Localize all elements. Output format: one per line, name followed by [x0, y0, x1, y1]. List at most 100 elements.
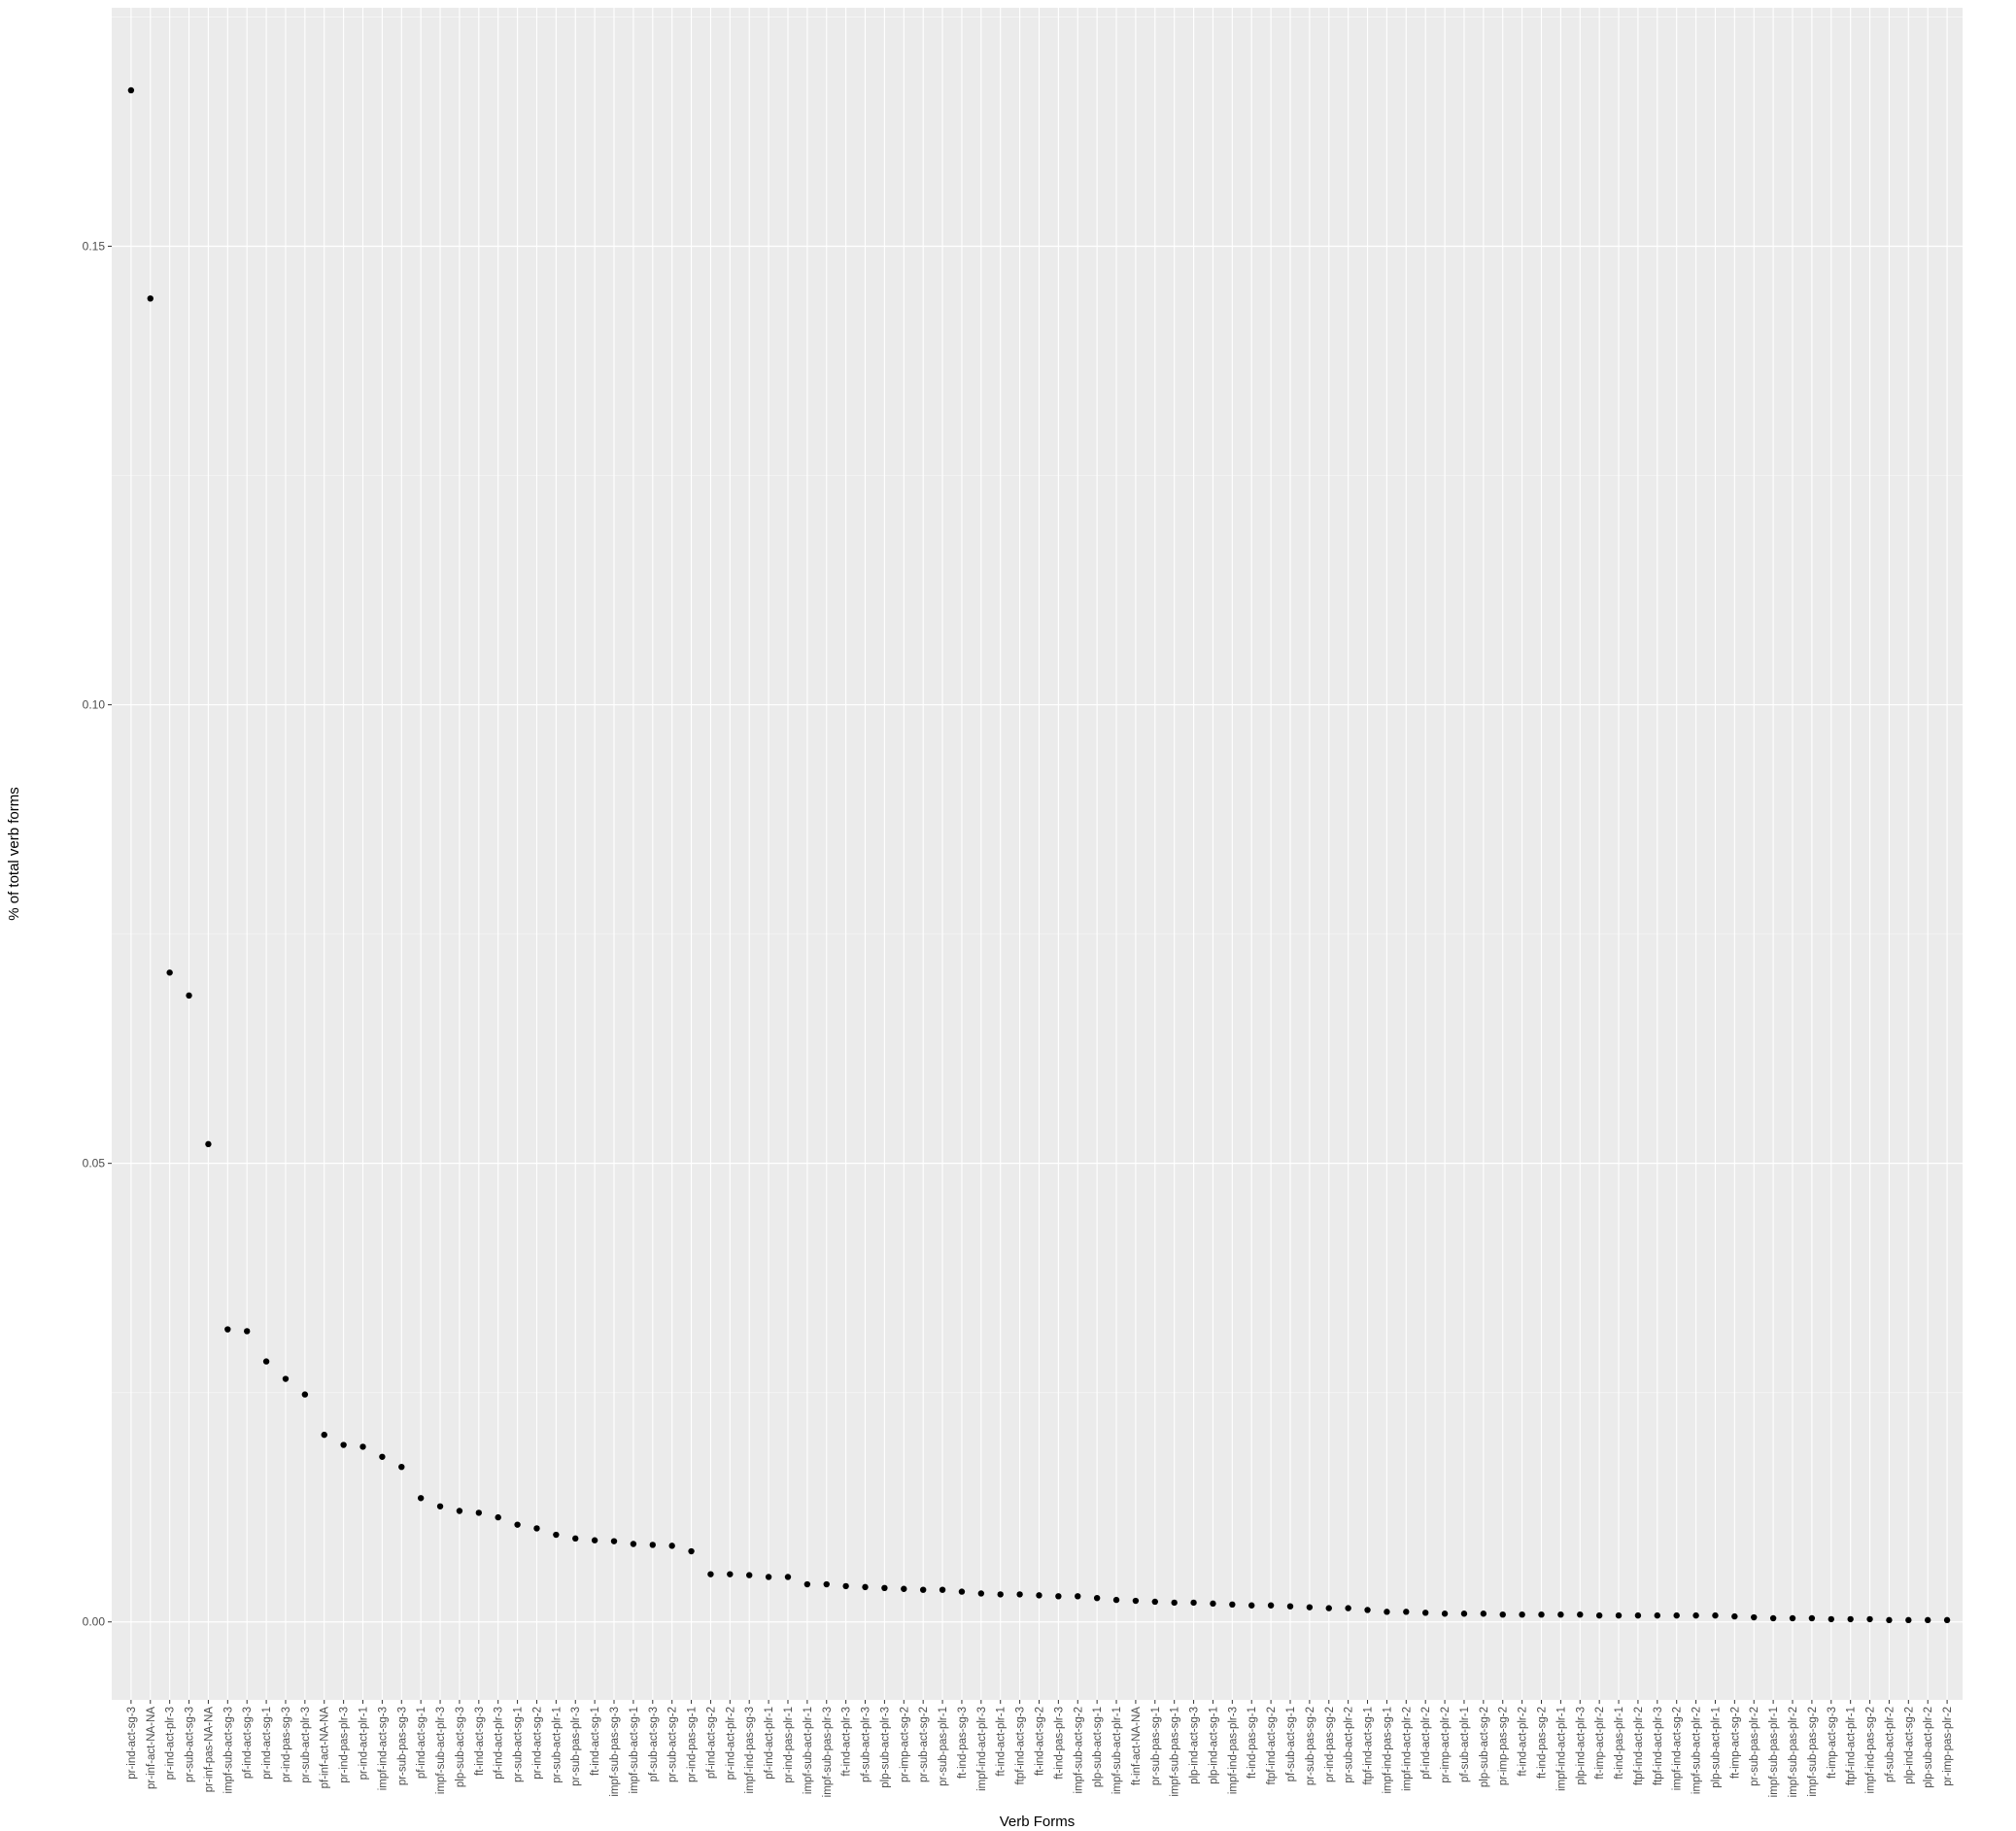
x-tick-label: pf-ind-act-sg-2 [705, 1707, 717, 1779]
x-tick-label: ftpf-ind-act-sg-2 [1266, 1707, 1278, 1785]
x-tick-label: pr-sub-act-sg-3 [185, 1707, 196, 1782]
x-tick-label: pr-sub-act-sg-2 [918, 1707, 930, 1782]
data-point [1210, 1600, 1216, 1608]
x-tick-label: pf-ind-act-plr-1 [764, 1707, 775, 1780]
x-tick-label: pr-imp-pas-sg-2 [1498, 1707, 1510, 1785]
y-tick-label: 0.10 [83, 698, 106, 712]
data-point [186, 992, 192, 1000]
x-tick-label: pf-inf-act-NA-NA [320, 1707, 331, 1789]
data-point [1460, 1611, 1468, 1617]
x-tick-label: pf-ind-act-plr-2 [1420, 1707, 1432, 1780]
data-point [1190, 1599, 1197, 1607]
x-tick-label: ftpf-ind-act-sg-3 [1015, 1707, 1027, 1785]
data-point [262, 1358, 270, 1365]
data-point [1286, 1603, 1294, 1610]
x-tick-label: pr-sub-act-sg-2 [667, 1707, 679, 1782]
data-point [1886, 1616, 1893, 1624]
x-tick-label: impf-ind-act-plr-3 [976, 1707, 988, 1791]
data-point [1925, 1616, 1931, 1624]
data-point [572, 1535, 579, 1543]
x-tick-label: pr-ind-act-plr-1 [359, 1707, 370, 1780]
data-point [379, 1453, 386, 1460]
x-tick-label: pr-sub-pas-plr-2 [1749, 1707, 1760, 1786]
data-point [359, 1443, 366, 1450]
x-tick-label: pr-inf-pas-NA-NA [203, 1707, 215, 1793]
x-tick-label: pr-sub-act-plr-2 [1344, 1707, 1355, 1783]
data-point [301, 1391, 309, 1398]
data-point [1712, 1611, 1719, 1619]
data-point [398, 1463, 405, 1471]
x-tick-label: impf-sub-pas-plr-3 [822, 1707, 834, 1797]
x-tick-label: impf-sub-act-sg-1 [629, 1707, 640, 1793]
y-tick-label: 0.15 [83, 239, 106, 253]
data-point [610, 1538, 618, 1544]
x-tick-label: plp-ind-act-sg-1 [1208, 1707, 1219, 1784]
data-point [1016, 1591, 1023, 1598]
data-point [881, 1584, 888, 1592]
x-tick-label: impf-sub-act-sg-3 [222, 1707, 234, 1793]
data-point [436, 1503, 444, 1509]
x-tick-label: impf-sub-pas-sg-3 [609, 1707, 621, 1797]
x-tick-label: ftpf-ind-act-plr-1 [1846, 1707, 1858, 1785]
x-tick-label: plp-ind-act-sg-3 [1189, 1707, 1201, 1784]
data-point [1769, 1614, 1777, 1622]
data-point [1055, 1593, 1062, 1600]
x-tick-label: pr-imp-act-plr-2 [1440, 1707, 1452, 1783]
data-point [1036, 1592, 1042, 1599]
x-tick-label: pr-ind-pas-sg-2 [1324, 1707, 1336, 1782]
x-tick-label: plp-ind-act-sg-2 [1903, 1707, 1915, 1784]
data-point [553, 1531, 560, 1539]
data-point [1673, 1611, 1680, 1619]
x-tick-label: pr-imp-act-sg-2 [899, 1707, 910, 1782]
x-tick-label: pr-sub-pas-sg-3 [396, 1707, 408, 1785]
x-tick-label: ft-ind-act-sg-3 [474, 1707, 486, 1776]
data-point [1538, 1611, 1545, 1618]
data-point [707, 1571, 714, 1577]
y-axis-ticks: 0.00 0.05 0.10 0.15 [83, 239, 112, 1629]
x-tick-label: ft-ind-act-sg-1 [590, 1707, 601, 1776]
x-tick-label: ft-ind-act-plr-3 [841, 1707, 853, 1777]
x-tick-label: plp-sub-act-sg-2 [1479, 1707, 1490, 1787]
data-point [803, 1580, 811, 1588]
data-point [1808, 1614, 1816, 1622]
x-tick-label: pr-imp-pas-plr-2 [1942, 1707, 1954, 1786]
x-tick-label: ftpf-ind-act-plr-3 [1653, 1707, 1664, 1785]
x-tick-label: impf-ind-pas-sg-1 [1382, 1707, 1393, 1793]
x-tick-label: ft-ind-pas-plr-3 [1053, 1707, 1065, 1780]
data-point [533, 1525, 540, 1532]
x-tick-label: ft-ind-act-plr-1 [996, 1707, 1008, 1777]
data-point [977, 1590, 985, 1597]
x-axis-ticks: pr-ind-act-sg-3 pr-inf-act-NA-NA pr-ind-ac… [126, 1700, 1954, 1797]
data-point [591, 1537, 598, 1543]
x-tick-label: impf-sub-pas-plr-2 [1788, 1707, 1799, 1797]
x-tick-label: pr-sub-pas-plr-1 [938, 1707, 949, 1786]
data-points [127, 86, 1951, 1624]
x-tick-label: impf-ind-pas-sg-2 [1865, 1707, 1877, 1793]
data-point [1847, 1615, 1854, 1623]
data-point [1403, 1609, 1410, 1615]
x-tick-label: plp-sub-act-plr-1 [1710, 1707, 1722, 1788]
x-tick-label: pf-ind-act-sg-3 [242, 1707, 254, 1779]
x-tick-label: impf-ind-act-sg-3 [377, 1707, 389, 1790]
data-point [765, 1574, 772, 1580]
data-point [243, 1328, 251, 1335]
data-point [147, 295, 154, 302]
x-tick-label: pr-ind-act-sg-2 [531, 1707, 543, 1780]
x-tick-label: impf-sub-act-plr-1 [803, 1707, 814, 1794]
x-tick-label: impf-sub-act-plr-2 [1691, 1707, 1703, 1794]
data-point [649, 1542, 656, 1548]
x-axis-title: Verb Forms [1000, 1814, 1076, 1830]
data-point [205, 1140, 212, 1148]
data-point [862, 1583, 869, 1591]
y-tick-label: 0.05 [83, 1157, 106, 1170]
x-tick-label: impf-sub-act-plr-1 [1111, 1707, 1123, 1794]
x-tick-label: plp-sub-act-sg-1 [1092, 1707, 1104, 1787]
x-tick-label: pr-sub-act-plr-3 [300, 1707, 312, 1783]
x-tick-label: pr-ind-pas-sg-1 [687, 1707, 699, 1782]
data-point [1171, 1599, 1178, 1607]
data-point [456, 1508, 463, 1514]
grid-lines [112, 8, 1963, 1700]
x-tick-label: pr-sub-pas-sg-2 [1305, 1707, 1316, 1785]
x-tick-label: impf-sub-act-sg-2 [1073, 1707, 1084, 1793]
